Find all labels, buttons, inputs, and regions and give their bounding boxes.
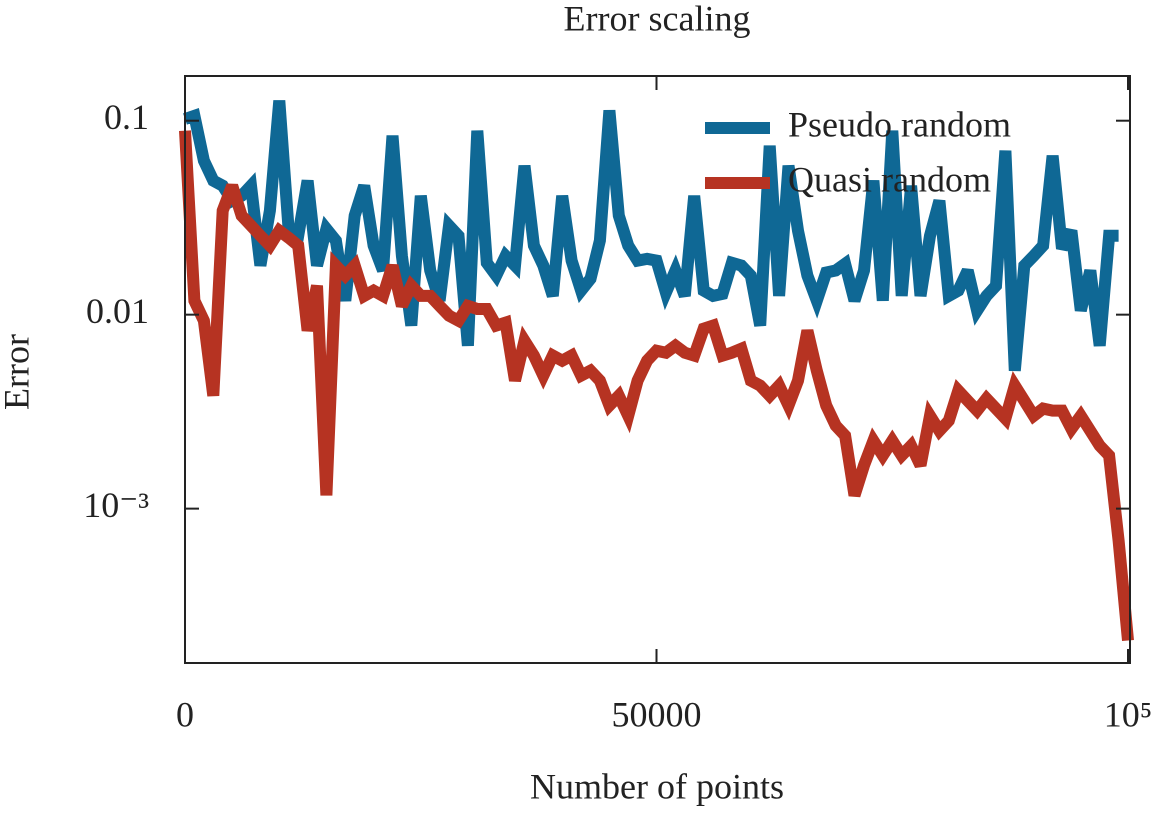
x-tick-label: 50000 bbox=[612, 694, 702, 734]
y-tick-label: 0.1 bbox=[104, 97, 149, 137]
legend-label: Pseudo random bbox=[788, 104, 1011, 144]
y-tick-label: 10⁻³ bbox=[83, 485, 149, 525]
x-axis-label: Number of points bbox=[530, 766, 784, 806]
y-tick-label: 0.01 bbox=[86, 291, 149, 331]
y-axis-label: Error bbox=[0, 334, 36, 410]
x-tick-label: 10⁵ bbox=[1104, 694, 1153, 734]
legend-label: Quasi random bbox=[788, 159, 991, 199]
series-line bbox=[179, 130, 1134, 642]
x-tick-label: 0 bbox=[176, 694, 194, 734]
chart-title: Error scaling bbox=[564, 0, 751, 38]
